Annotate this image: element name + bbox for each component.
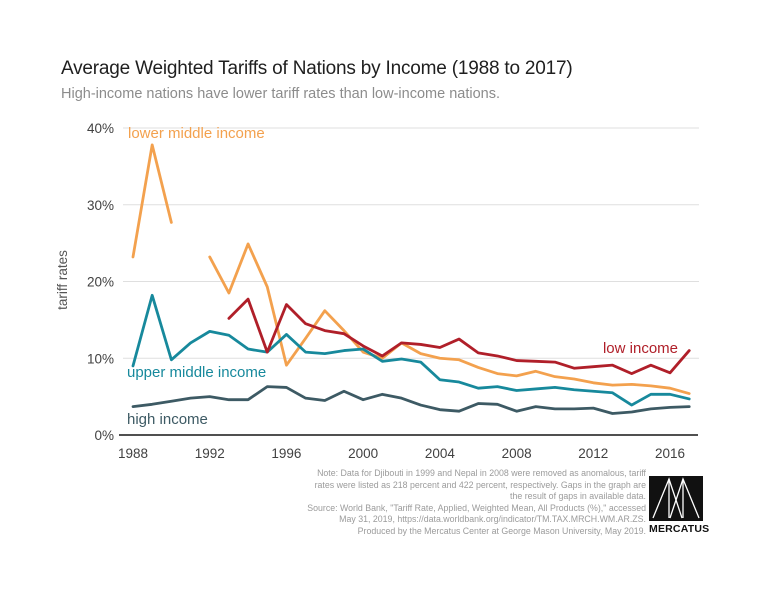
- x-tick-label: 2008: [502, 446, 532, 461]
- footnote-line: Produced by the Mercatus Center at Georg…: [357, 525, 646, 536]
- y-tick-label: 10%: [87, 351, 114, 366]
- footnote: Note: Data for Djibouti in 1999 and Nepa…: [216, 468, 646, 538]
- y-tick-label: 20%: [87, 275, 114, 290]
- y-tick-label: 0%: [94, 428, 114, 443]
- series-label: low income: [603, 340, 678, 357]
- x-tick-label: 2012: [578, 446, 608, 461]
- x-tick-label: 1996: [271, 446, 301, 461]
- tariff-chart: 0% 10% 20% 30% 40% 1988 1992 1996 2000 2004 2008 20…: [55, 121, 699, 461]
- series-label: upper middle income: [127, 364, 266, 381]
- page-subtitle: High-income nations have lower tariff ra…: [61, 86, 500, 102]
- mercatus-logo: MERCATUS: [649, 476, 710, 535]
- y-tick-label: 40%: [87, 121, 114, 136]
- footnote-line: Source: World Bank, "Tariff Rate, Applie…: [307, 502, 646, 513]
- series-label: high income: [127, 411, 208, 428]
- series-line-lower-middle-income: [208, 242, 691, 395]
- series-line-low-income: [227, 297, 691, 376]
- x-tick-label: 1988: [118, 446, 148, 461]
- y-axis-label: tariff rates: [55, 250, 70, 310]
- mercatus-logo-icon: [649, 476, 703, 521]
- series-line-high-income: [131, 385, 691, 415]
- mercatus-logo-text: MERCATUS: [649, 523, 710, 535]
- x-tick-label: 2000: [348, 446, 378, 461]
- x-tick-label: 2016: [655, 446, 685, 461]
- x-tick-label: 1992: [195, 446, 225, 461]
- footnote-line: the result of gaps in available data.: [510, 491, 646, 502]
- y-tick-label: 30%: [87, 198, 114, 213]
- footnote-line: May 31, 2019, https://data.worldbank.org…: [339, 514, 646, 525]
- footnote-line: rates were listed as 218 percent and 422…: [314, 479, 646, 490]
- series-line-upper-middle-income: [131, 293, 691, 407]
- series-label: lower middle income: [128, 125, 265, 142]
- footnote-line: Note: Data for Djibouti in 1999 and Nepa…: [317, 468, 646, 478]
- x-tick-label: 2004: [425, 446, 456, 461]
- page-title: Average Weighted Tariffs of Nations by I…: [61, 58, 573, 79]
- series-line-lower-middle-income: [131, 143, 173, 259]
